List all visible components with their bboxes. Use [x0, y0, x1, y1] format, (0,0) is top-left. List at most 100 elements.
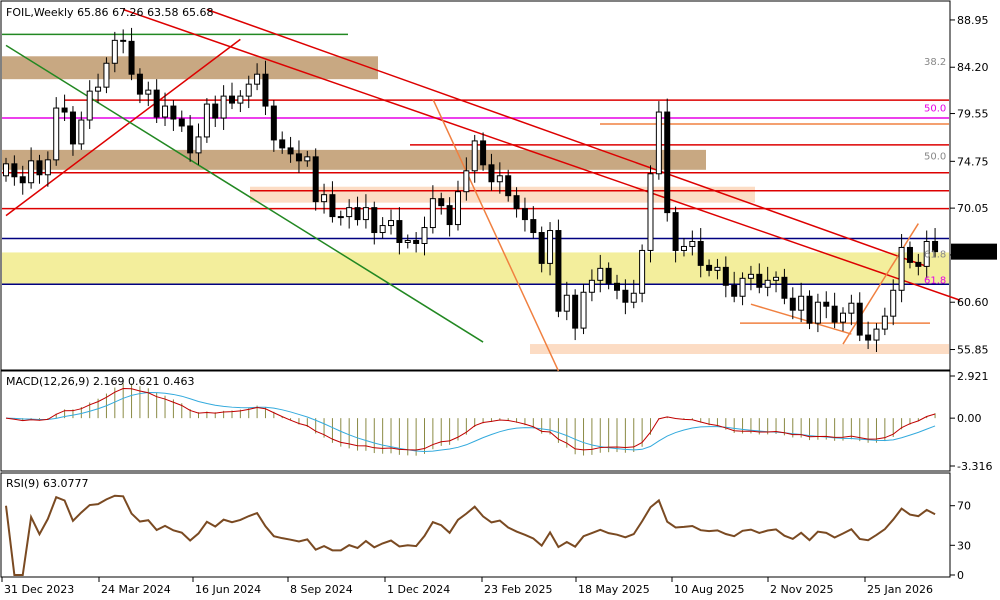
- candle: [228, 82, 235, 110]
- candle-body: [321, 194, 328, 203]
- candle: [823, 291, 830, 319]
- candle: [162, 92, 169, 126]
- candle: [429, 185, 436, 234]
- candle: [145, 81, 152, 107]
- current-price-label: 65.68: [957, 246, 989, 259]
- candle-body: [388, 220, 395, 227]
- candle-body: [630, 292, 637, 303]
- candle-body: [304, 156, 311, 162]
- fib-label: 38.2: [924, 57, 946, 68]
- candle: [396, 207, 403, 255]
- trendline-3: [5, 44, 484, 343]
- candle: [212, 95, 219, 127]
- candle: [19, 165, 26, 195]
- candle: [111, 31, 118, 73]
- candle-body: [597, 267, 604, 281]
- candle: [44, 151, 51, 187]
- candle-body: [664, 111, 671, 214]
- candle: [295, 140, 302, 173]
- candle-body: [722, 266, 729, 286]
- candle-body: [814, 301, 821, 324]
- candle-body: [840, 312, 846, 323]
- candle-body: [572, 294, 579, 329]
- candle-body: [3, 163, 9, 177]
- candle: [580, 283, 587, 335]
- candle: [597, 254, 604, 293]
- candle-body: [739, 277, 746, 297]
- candle-body: [228, 95, 235, 104]
- price-label: 88.95: [957, 14, 989, 27]
- candle-body: [906, 246, 913, 263]
- candle-body: [747, 273, 754, 279]
- candle: [170, 100, 177, 131]
- candle-body: [69, 111, 76, 145]
- candle: [178, 110, 185, 132]
- candle: [488, 153, 495, 191]
- candle: [521, 197, 528, 232]
- candle: [655, 101, 662, 180]
- candle: [11, 155, 18, 186]
- date-label: 16 Jun 2024: [195, 583, 261, 596]
- candle-body: [848, 302, 855, 314]
- candle: [547, 222, 554, 276]
- candle: [220, 85, 227, 130]
- candle: [722, 256, 729, 298]
- date-label: 1 Dec 2024: [387, 583, 450, 596]
- chart-title: FOIL,Weekly 65.86 67.26 63.58 65.68: [6, 6, 214, 19]
- zone-1: [2, 149, 706, 170]
- candle-body: [170, 105, 177, 120]
- candle: [463, 157, 470, 201]
- date-label: 2 Nov 2025: [770, 583, 833, 596]
- candle: [36, 154, 43, 184]
- candle-body: [547, 230, 554, 264]
- date-label: 31 Dec 2023: [4, 583, 74, 596]
- candle-body: [647, 173, 654, 251]
- candle: [404, 234, 411, 249]
- candle-body: [731, 284, 738, 297]
- candle-body: [329, 194, 336, 218]
- candle: [237, 90, 244, 113]
- candle-body: [831, 305, 838, 323]
- candle: [588, 269, 595, 302]
- candle: [614, 274, 621, 300]
- candle-body: [128, 40, 135, 75]
- candle: [840, 307, 846, 332]
- candle: [480, 132, 487, 171]
- candle-body: [463, 170, 470, 193]
- candle: [279, 131, 286, 154]
- candle-body: [496, 175, 503, 183]
- price-label: 74.75: [957, 155, 989, 168]
- candle: [848, 294, 855, 326]
- candle-body: [421, 227, 428, 244]
- macd-signal-line: [5, 392, 936, 453]
- candle: [672, 206, 679, 263]
- price-label: 84.20: [957, 61, 989, 74]
- macd-main-line: [5, 388, 936, 451]
- candle-body: [789, 297, 796, 311]
- candle: [61, 94, 68, 122]
- candle-body: [672, 212, 679, 251]
- candle-body: [588, 279, 595, 293]
- candle: [798, 282, 805, 323]
- candle-body: [446, 205, 453, 226]
- candle-body: [614, 282, 621, 291]
- candle: [153, 79, 160, 123]
- candle-body: [95, 86, 102, 92]
- trendlines-layer: [5, 8, 961, 372]
- candle: [639, 244, 646, 303]
- candle-body: [371, 207, 378, 234]
- candle: [187, 115, 194, 162]
- candle-body: [890, 289, 897, 317]
- candle: [329, 181, 336, 223]
- candle: [388, 209, 395, 235]
- candle-body: [923, 240, 930, 267]
- trendline-1: [122, 8, 961, 301]
- candle-body: [178, 118, 185, 127]
- macd-panel-frame: [0, 370, 951, 472]
- candle-body: [756, 273, 763, 288]
- candle-body: [823, 301, 830, 307]
- candle-body: [279, 139, 286, 149]
- candle-body: [36, 160, 43, 176]
- candle-body: [262, 73, 269, 107]
